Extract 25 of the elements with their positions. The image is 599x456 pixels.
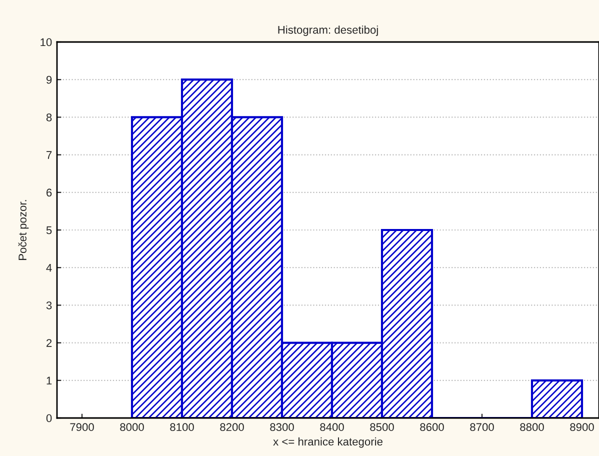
y-tick-label: 4: [46, 264, 52, 272]
y-tick-label: 7: [46, 151, 52, 159]
y-tick-label: 1: [46, 376, 52, 384]
x-axis-title: x <= hranice kategorie: [273, 437, 382, 448]
y-tick-label: 6: [46, 188, 52, 197]
x-tick-label: 8400: [320, 423, 344, 432]
y-tick-label: 8: [46, 113, 52, 122]
x-tick-label: 8200: [220, 423, 244, 432]
y-tick-label: 5: [46, 226, 52, 234]
x-tick-label: 8100: [170, 423, 194, 432]
x-tick-label: 8500: [370, 423, 394, 432]
y-tick-label: 0: [46, 414, 52, 422]
x-tick-label: 8800: [520, 423, 544, 432]
y-tick-label: 3: [46, 301, 52, 310]
x-tick-label: 7900: [70, 423, 94, 432]
x-tick-label: 8000: [120, 423, 144, 432]
y-tick-label: 2: [46, 339, 52, 347]
y-axis-title: Počet pozor.: [18, 200, 29, 260]
x-tick-label: 8900: [570, 423, 594, 432]
x-tick-label: 8600: [420, 423, 444, 432]
y-tick-label: 10: [40, 38, 52, 46]
chart-title: Histogram: desetiboj: [278, 26, 378, 36]
x-tick-label: 8700: [470, 423, 494, 432]
x-tick-label: 8300: [270, 423, 294, 432]
y-tick-label: 9: [46, 76, 52, 84]
